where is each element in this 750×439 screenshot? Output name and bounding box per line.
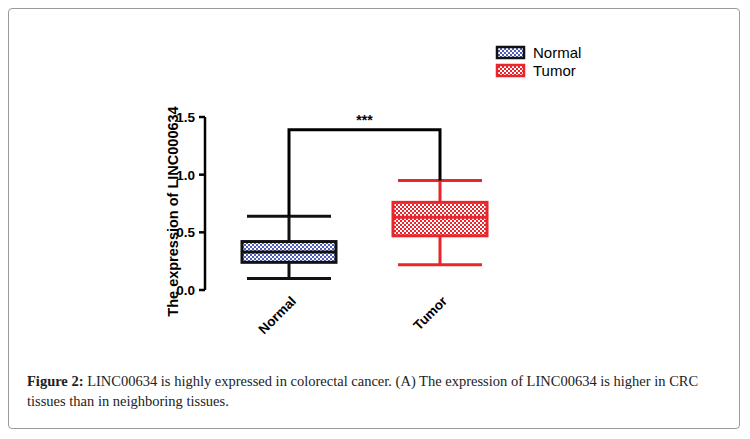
figure-frame (8, 8, 740, 429)
caption-text: LINC00634 is highly expressed in colorec… (27, 373, 698, 409)
y-tick (199, 231, 205, 234)
legend-label: Tumor (533, 62, 576, 79)
whisker-low (288, 262, 291, 278)
whisker-low (439, 236, 442, 265)
legend-label: Normal (533, 44, 581, 61)
legend-swatch (497, 65, 524, 76)
y-tick (199, 173, 205, 176)
y-axis-line (204, 117, 207, 290)
median (242, 250, 336, 253)
box (242, 242, 336, 263)
whisker-cap-low (247, 277, 331, 280)
y-axis-label: The expression of LINC000634 (165, 106, 181, 316)
box (393, 202, 487, 235)
caption-label: Figure 2: (27, 373, 84, 389)
whisker-high (288, 216, 291, 241)
median (393, 216, 487, 219)
significance-label: *** (356, 112, 373, 128)
whisker-cap-low (398, 263, 482, 266)
whisker-high (439, 180, 442, 202)
y-tick (199, 289, 205, 292)
caption: Figure 2: LINC00634 is highly expressed … (27, 371, 717, 411)
plot-area (242, 130, 487, 279)
x-tick-label: Tumor (411, 293, 451, 333)
x-tick-label: Normal (256, 294, 299, 337)
significance-bracket (289, 130, 440, 217)
y-tick (199, 116, 205, 119)
legend-swatch (497, 47, 524, 58)
